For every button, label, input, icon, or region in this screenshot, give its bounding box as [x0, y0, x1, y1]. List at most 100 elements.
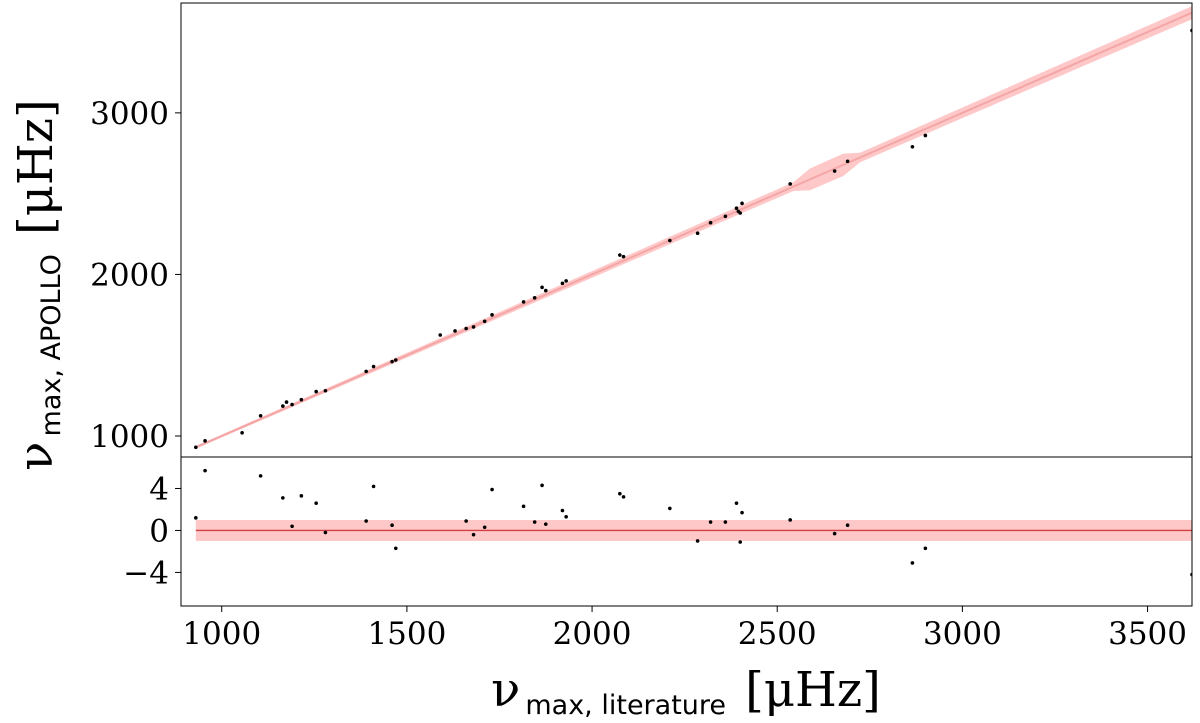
data-point: [564, 279, 568, 283]
residual-point: [910, 561, 915, 565]
y-tick-label: 2000: [90, 257, 169, 293]
data-point: [723, 214, 728, 219]
data-point: [695, 231, 700, 236]
data-point: [240, 430, 244, 435]
residual-point: [258, 474, 263, 478]
x-tick-label: 2500: [738, 616, 817, 652]
x-axis-label: ν max, literature [μHz]: [491, 662, 881, 721]
x-tick-label: 2000: [553, 616, 632, 652]
y-tick-label: 1000: [90, 419, 169, 455]
x-tick-label: 3000: [923, 616, 1002, 652]
data-point: [540, 285, 544, 290]
data-point: [482, 319, 487, 324]
residual-point: [540, 483, 544, 488]
data-point: [490, 313, 494, 317]
y-tick-label: 3000: [90, 96, 169, 132]
data-point: [371, 364, 376, 369]
residual-point: [194, 516, 198, 520]
residual-point: [482, 525, 487, 530]
data-point: [738, 211, 742, 215]
residual-point: [364, 519, 368, 523]
residual-point: [734, 501, 739, 505]
x-axis-label-symbol: ν: [491, 662, 520, 718]
x-axis: 1000 1500 2000 2500 3000 3500: [182, 606, 1187, 652]
residual-point: [532, 520, 537, 524]
data-point: [258, 414, 263, 418]
data-point: [618, 253, 622, 257]
data-point: [543, 288, 548, 293]
y-axis-label: ν max, APOLLO [μHz]: [8, 99, 67, 471]
residual-point: [521, 504, 526, 509]
data-point: [390, 359, 394, 364]
data-point: [668, 238, 672, 243]
residual-band-group: [195, 519, 1192, 541]
residual-point: [464, 519, 468, 523]
data-point: [453, 329, 457, 333]
x-tick-label: 1000: [182, 616, 261, 652]
residual-point: [668, 506, 672, 511]
residual-point: [203, 468, 207, 473]
data-point: [471, 325, 476, 329]
data-point: [910, 144, 915, 149]
data-point: [393, 358, 398, 362]
residual-point: [845, 523, 850, 528]
data-point: [299, 397, 304, 402]
y-axis-label-subscript: max, APOLLO: [36, 254, 67, 436]
residual-point: [564, 515, 568, 519]
data-point: [194, 445, 198, 450]
residual-point: [723, 520, 728, 524]
data-point: [464, 326, 468, 331]
residual-point: [543, 522, 548, 526]
residual-point: [323, 530, 328, 535]
residual-point: [281, 496, 285, 500]
data-point: [314, 389, 318, 394]
data-point: [708, 220, 713, 225]
residual-point: [621, 495, 626, 499]
residual-point: [618, 491, 622, 496]
residual-point: [832, 531, 837, 536]
data-point: [923, 133, 928, 138]
data-point: [832, 169, 837, 173]
data-point: [364, 369, 368, 374]
data-point: [740, 201, 744, 206]
residual-y-tick-label: 4: [149, 471, 169, 507]
residual-point: [290, 524, 294, 529]
x-tick-label: 3500: [1108, 616, 1187, 652]
data-point: [290, 402, 294, 407]
axis-labels: ν max, APOLLO [μHz] ν max, literature [μ…: [8, 99, 881, 721]
residual-point: [738, 540, 742, 544]
residual-point: [560, 508, 565, 513]
data-point: [532, 296, 537, 300]
bottom-panel: 4 0 −4: [123, 456, 1193, 607]
bottom-panel-frame: [180, 456, 1193, 607]
residual-point: [471, 532, 476, 537]
fit-group: [195, 6, 1192, 449]
x-axis-label-unit: [μHz]: [745, 662, 881, 718]
residual-point: [788, 518, 792, 522]
data-point: [734, 206, 739, 210]
data-point: [323, 388, 328, 393]
residual-point: [923, 546, 928, 551]
residual-y-tick-label: −4: [123, 555, 169, 591]
residual-points: [194, 468, 1192, 577]
fit-line: [195, 11, 1192, 449]
data-point: [560, 281, 565, 286]
data-point: [788, 182, 792, 186]
residual-y-tick-label: 0: [149, 513, 169, 549]
data-point: [521, 300, 526, 304]
residual-point: [740, 510, 744, 515]
data-point: [845, 159, 850, 164]
data-point: [203, 439, 207, 443]
y-axis-label-unit: [μHz]: [8, 99, 64, 235]
residual-point: [390, 523, 394, 528]
top-panel: 1000 2000 3000: [90, 2, 1193, 458]
y-axis-label-symbol: ν: [8, 442, 64, 471]
residual-point: [299, 494, 304, 498]
data-point: [284, 400, 289, 404]
data-point: [438, 333, 443, 337]
residual-point: [695, 539, 700, 543]
x-axis-label-subscript: max, literature: [525, 690, 726, 721]
residual-point: [314, 501, 318, 505]
residual-point: [371, 484, 376, 489]
